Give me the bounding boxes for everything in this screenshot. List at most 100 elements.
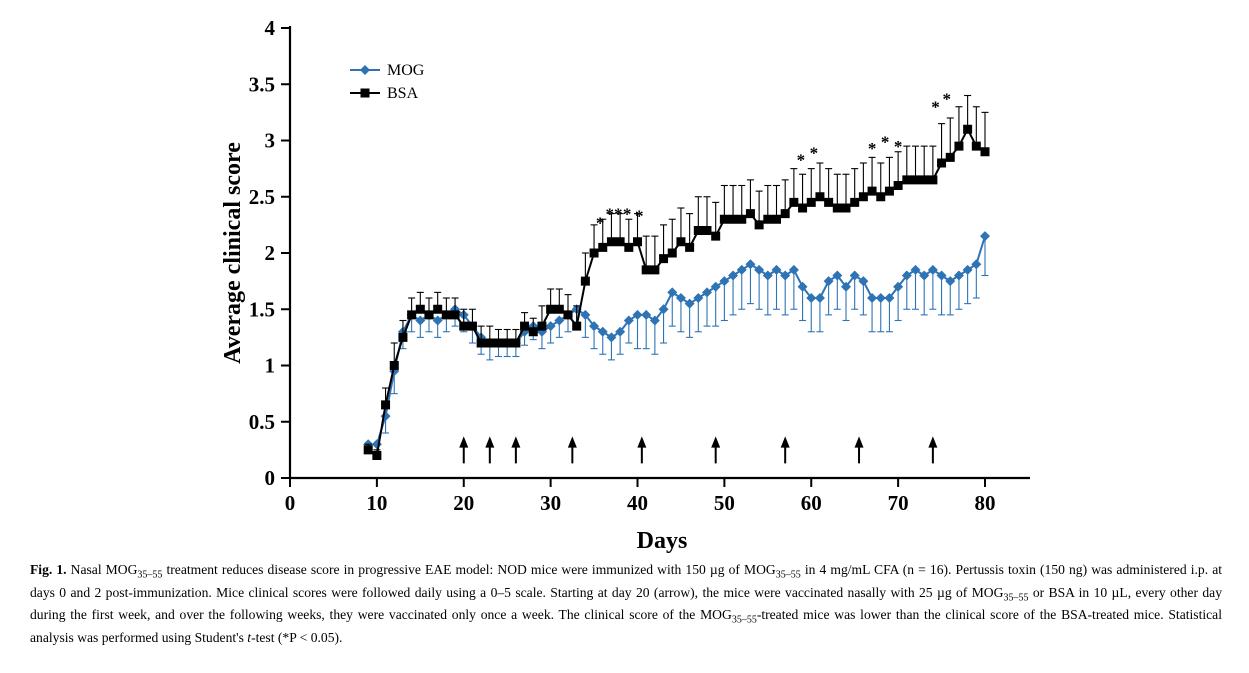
data-point-marker	[763, 214, 773, 224]
legend: MOG BSA	[350, 62, 425, 102]
x-tick-label: 80	[975, 491, 996, 515]
data-point-marker	[963, 124, 973, 134]
data-point-marker	[850, 197, 860, 207]
data-point-marker	[762, 270, 773, 281]
data-point-marker	[902, 175, 912, 185]
data-point-marker	[511, 338, 521, 348]
data-point-marker	[928, 175, 938, 185]
data-point-marker	[360, 88, 370, 98]
y-tick-label: 2	[265, 241, 276, 265]
caption-segment: t	[247, 630, 252, 646]
data-point-marker	[494, 338, 503, 348]
axes: 00.511.522.533.540 10 20 30 40 50 60 70 80Averag…	[220, 16, 1030, 554]
data-point-marker	[580, 276, 590, 286]
data-point-marker	[667, 287, 678, 298]
data-point-marker	[884, 186, 894, 196]
data-point-marker	[545, 321, 556, 332]
data-point-marker	[806, 293, 817, 303]
data-point-marker	[415, 304, 425, 314]
significance-asterisk: *	[868, 139, 877, 158]
x-tick-label: 50	[714, 491, 735, 515]
data-point-marker	[937, 158, 947, 168]
data-point-marker	[615, 237, 625, 247]
data-point-marker	[710, 281, 721, 292]
data-point-marker	[954, 141, 964, 151]
data-point-marker	[572, 321, 582, 331]
data-point-marker	[971, 141, 981, 151]
data-point-marker	[841, 281, 851, 292]
y-tick-label: 3	[265, 129, 276, 153]
data-point-marker	[737, 214, 747, 224]
data-point-marker	[980, 147, 990, 157]
data-point-marker	[919, 270, 930, 281]
significance-asterisk: *	[894, 137, 903, 156]
data-point-marker	[624, 242, 634, 252]
data-point-marker	[415, 315, 426, 326]
legend-label: MOG	[387, 62, 425, 79]
y-tick-label: 2.5	[249, 185, 275, 209]
caption-segment: 35–55	[137, 569, 163, 581]
data-point-marker	[360, 65, 370, 75]
data-point-marker	[884, 293, 895, 303]
data-point-marker	[441, 310, 451, 320]
caption-segment: 35–55	[731, 615, 757, 627]
significance-asterisk: *	[623, 204, 632, 223]
significance-asterisk: *	[943, 90, 952, 109]
data-point-marker	[363, 445, 373, 455]
data-point-marker	[893, 281, 904, 292]
data-point-marker	[867, 186, 877, 196]
data-point-marker	[685, 242, 695, 252]
data-point-marker	[858, 276, 869, 287]
data-point-marker	[797, 281, 808, 292]
data-point-marker	[649, 315, 660, 326]
data-point-marker	[381, 400, 391, 410]
data-point-marker	[962, 264, 973, 275]
legend-item-bsa: BSA	[350, 85, 419, 102]
data-point-marker	[615, 326, 626, 337]
series-line	[368, 235, 986, 446]
y-tick-label: 1.5	[249, 297, 275, 321]
treatment-arrowhead	[511, 436, 521, 448]
x-tick-label: 0	[285, 491, 296, 515]
significance-asterisk: *	[596, 213, 605, 232]
data-point-marker	[520, 321, 530, 331]
x-tick-label: 10	[366, 491, 387, 515]
data-point-marker	[684, 298, 695, 309]
data-point-marker	[745, 209, 755, 219]
data-point-marker	[633, 237, 642, 247]
y-tick-label: 3.5	[249, 72, 275, 96]
caption-segment: Fig. 1.	[30, 562, 67, 577]
data-point-marker	[632, 309, 643, 320]
data-point-marker	[580, 309, 591, 320]
clinical-score-chart: 0 0.5 1 1.5 2 2.5 3 3.5 4 0 10 20 30 40 50 60 70 80 Averag…	[200, 10, 1060, 565]
x-tick-label: 30	[540, 491, 561, 515]
data-point-marker	[424, 310, 434, 320]
data-point-marker	[432, 315, 443, 326]
y-tick-label: 1	[265, 354, 276, 378]
data-point-marker	[467, 321, 477, 331]
legend-label: BSA	[387, 85, 419, 102]
series-mog	[363, 231, 990, 451]
data-point-marker	[675, 293, 686, 303]
data-point-marker	[719, 276, 730, 287]
data-point-marker	[754, 264, 765, 275]
data-point-marker	[867, 293, 878, 303]
data-point-marker	[450, 310, 460, 320]
data-point-marker	[971, 259, 982, 270]
treatment-arrows	[459, 436, 938, 464]
data-point-marker	[641, 265, 651, 275]
data-point-marker	[754, 220, 764, 230]
data-point-marker	[893, 181, 903, 190]
data-point-marker	[554, 304, 564, 314]
data-point-marker	[485, 338, 495, 348]
data-point-marker	[824, 197, 834, 207]
data-point-marker	[641, 309, 652, 320]
data-point-marker	[659, 254, 669, 264]
data-point-marker	[728, 214, 738, 224]
treatment-arrowhead	[637, 436, 647, 448]
caption-segment: -test (*P < 0.05).	[251, 630, 343, 646]
x-tick-label: 20	[453, 491, 474, 515]
data-point-marker	[502, 338, 512, 348]
data-point-marker	[598, 242, 608, 252]
data-point-marker	[927, 264, 938, 275]
